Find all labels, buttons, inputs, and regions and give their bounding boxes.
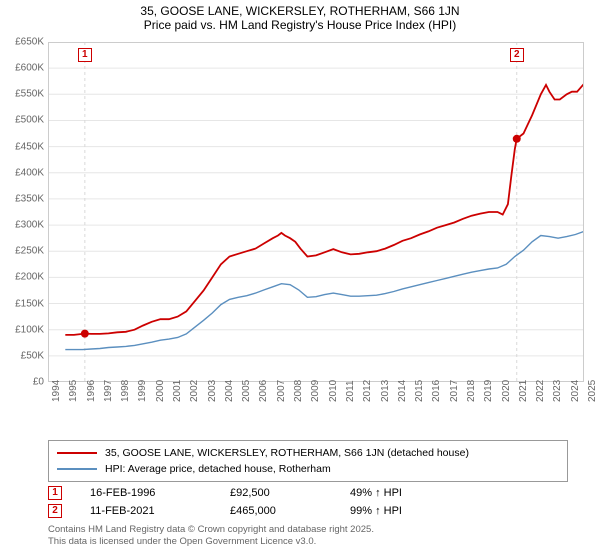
y-tick-label: £100K xyxy=(0,324,44,335)
x-tick-label: 1999 xyxy=(137,380,148,402)
sale-hpi-2: 99% ↑ HPI xyxy=(350,505,402,517)
x-tick-label: 2019 xyxy=(483,380,494,402)
footer-line1: Contains HM Land Registry data © Crown c… xyxy=(48,524,374,536)
x-tick-label: 2011 xyxy=(345,380,356,402)
y-tick-label: £300K xyxy=(0,220,44,231)
legend-label-property: 35, GOOSE LANE, WICKERSLEY, ROTHERHAM, S… xyxy=(105,447,469,459)
footer: Contains HM Land Registry data © Crown c… xyxy=(48,524,374,549)
legend-swatch-hpi xyxy=(57,468,97,470)
x-tick-label: 2001 xyxy=(172,380,183,402)
y-tick-label: £200K xyxy=(0,272,44,283)
x-tick-label: 2000 xyxy=(155,380,166,402)
y-tick-label: £350K xyxy=(0,193,44,204)
chart-container: 35, GOOSE LANE, WICKERSLEY, ROTHERHAM, S… xyxy=(0,0,600,560)
x-tick-label: 2015 xyxy=(414,380,425,402)
sale-marker-on-chart: 1 xyxy=(78,48,92,62)
x-tick-label: 2004 xyxy=(224,380,235,402)
x-tick-label: 2020 xyxy=(501,380,512,402)
legend-item-property: 35, GOOSE LANE, WICKERSLEY, ROTHERHAM, S… xyxy=(57,445,559,461)
title-line2: Price paid vs. HM Land Registry's House … xyxy=(0,18,600,32)
chart-area: £0£50K£100K£150K£200K£250K£300K£350K£400… xyxy=(48,42,584,410)
y-tick-label: £250K xyxy=(0,246,44,257)
y-tick-label: £150K xyxy=(0,298,44,309)
x-tick-label: 1998 xyxy=(120,380,131,402)
y-tick-label: £550K xyxy=(0,89,44,100)
x-tick-label: 1997 xyxy=(103,380,114,402)
x-tick-label: 2007 xyxy=(276,380,287,402)
x-tick-label: 2023 xyxy=(552,380,563,402)
x-tick-label: 2002 xyxy=(189,380,200,402)
footer-line2: This data is licensed under the Open Gov… xyxy=(48,536,374,548)
x-tick-label: 2009 xyxy=(310,380,321,402)
x-tick-label: 1996 xyxy=(86,380,97,402)
legend-item-hpi: HPI: Average price, detached house, Roth… xyxy=(57,461,559,477)
y-tick-label: £400K xyxy=(0,167,44,178)
x-tick-label: 2014 xyxy=(397,380,408,402)
y-tick-label: £650K xyxy=(0,37,44,48)
legend-swatch-property xyxy=(57,452,97,454)
sale-date-1: 16-FEB-1996 xyxy=(90,487,230,499)
x-tick-label: 2025 xyxy=(587,380,598,402)
x-tick-label: 2018 xyxy=(466,380,477,402)
x-tick-label: 2022 xyxy=(535,380,546,402)
sale-price-1: £92,500 xyxy=(230,487,350,499)
x-tick-label: 2012 xyxy=(362,380,373,402)
title-block: 35, GOOSE LANE, WICKERSLEY, ROTHERHAM, S… xyxy=(0,0,600,32)
x-tick-label: 2008 xyxy=(293,380,304,402)
sale-marker-2: 2 xyxy=(48,504,62,518)
sale-date-2: 11-FEB-2021 xyxy=(90,505,230,517)
sale-marker-on-chart: 2 xyxy=(510,48,524,62)
sale-marker-1: 1 xyxy=(48,486,62,500)
legend-label-hpi: HPI: Average price, detached house, Roth… xyxy=(105,463,331,475)
x-tick-label: 2017 xyxy=(449,380,460,402)
title-line1: 35, GOOSE LANE, WICKERSLEY, ROTHERHAM, S… xyxy=(0,4,600,18)
x-tick-label: 2021 xyxy=(518,380,529,402)
y-tick-label: £50K xyxy=(0,350,44,361)
y-tick-label: £500K xyxy=(0,115,44,126)
legend: 35, GOOSE LANE, WICKERSLEY, ROTHERHAM, S… xyxy=(48,440,568,482)
x-tick-label: 2010 xyxy=(328,380,339,402)
y-tick-label: £600K xyxy=(0,63,44,74)
x-tick-label: 2003 xyxy=(207,380,218,402)
x-tick-label: 2006 xyxy=(258,380,269,402)
sale-row-2: 2 11-FEB-2021 £465,000 99% ↑ HPI xyxy=(48,502,568,520)
y-tick-label: £450K xyxy=(0,141,44,152)
y-tick-label: £0 xyxy=(0,377,44,388)
sale-row-1: 1 16-FEB-1996 £92,500 49% ↑ HPI xyxy=(48,484,568,502)
chart-svg xyxy=(48,42,584,382)
x-tick-label: 2016 xyxy=(431,380,442,402)
x-tick-label: 2013 xyxy=(380,380,391,402)
sale-price-2: £465,000 xyxy=(230,505,350,517)
x-tick-label: 2005 xyxy=(241,380,252,402)
sales-table: 1 16-FEB-1996 £92,500 49% ↑ HPI 2 11-FEB… xyxy=(48,484,568,520)
sale-hpi-1: 49% ↑ HPI xyxy=(350,487,402,499)
x-tick-label: 1995 xyxy=(68,380,79,402)
x-tick-label: 2024 xyxy=(570,380,581,402)
x-tick-label: 1994 xyxy=(51,380,62,402)
